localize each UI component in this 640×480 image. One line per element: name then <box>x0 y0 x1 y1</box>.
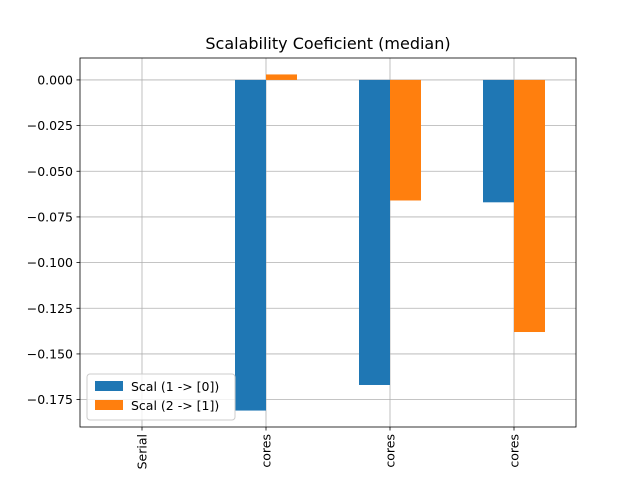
x-tick-label: Serial <box>135 434 150 469</box>
bar-scal-1 <box>359 79 390 385</box>
legend-label: Scal (1 -> [0]) <box>131 379 219 394</box>
bar-layer <box>235 74 545 411</box>
y-tick-label: −0.050 <box>27 164 73 179</box>
y-tick-label: −0.150 <box>27 346 73 361</box>
legend: Scal (1 -> [0]) Scal (2 -> [1]) <box>86 373 236 421</box>
y-tick-label: −0.025 <box>27 118 73 133</box>
legend-label: Scal (2 -> [1]) <box>131 398 219 413</box>
x-tick-label: cores <box>259 434 274 468</box>
y-tick-label: 0.000 <box>37 72 73 87</box>
bar-scal-2 <box>514 79 545 333</box>
bar-scal-1 <box>483 79 514 203</box>
y-tick-label: −0.100 <box>27 255 73 270</box>
bar-scal-2 <box>266 74 297 80</box>
plot-frame <box>79 57 577 428</box>
x-tick-label: cores <box>507 434 522 468</box>
y-tick-label: −0.175 <box>27 392 73 407</box>
chart-title: Scalability Coeficient (median) <box>205 34 450 53</box>
y-tick-label: −0.125 <box>27 301 73 316</box>
y-axis: 0.000 −0.025 −0.050 −0.075 −0.100 −0.125 −0.15… <box>27 72 80 407</box>
legend-swatch <box>95 400 123 410</box>
x-axis: Serial cores cores cores <box>135 427 522 469</box>
bar-scal-2 <box>390 79 421 201</box>
legend-box <box>86 373 236 421</box>
bar-scal-1 <box>235 79 266 411</box>
legend-swatch <box>95 381 123 391</box>
x-tick-label: cores <box>383 434 398 468</box>
y-tick-label: −0.075 <box>27 209 73 224</box>
